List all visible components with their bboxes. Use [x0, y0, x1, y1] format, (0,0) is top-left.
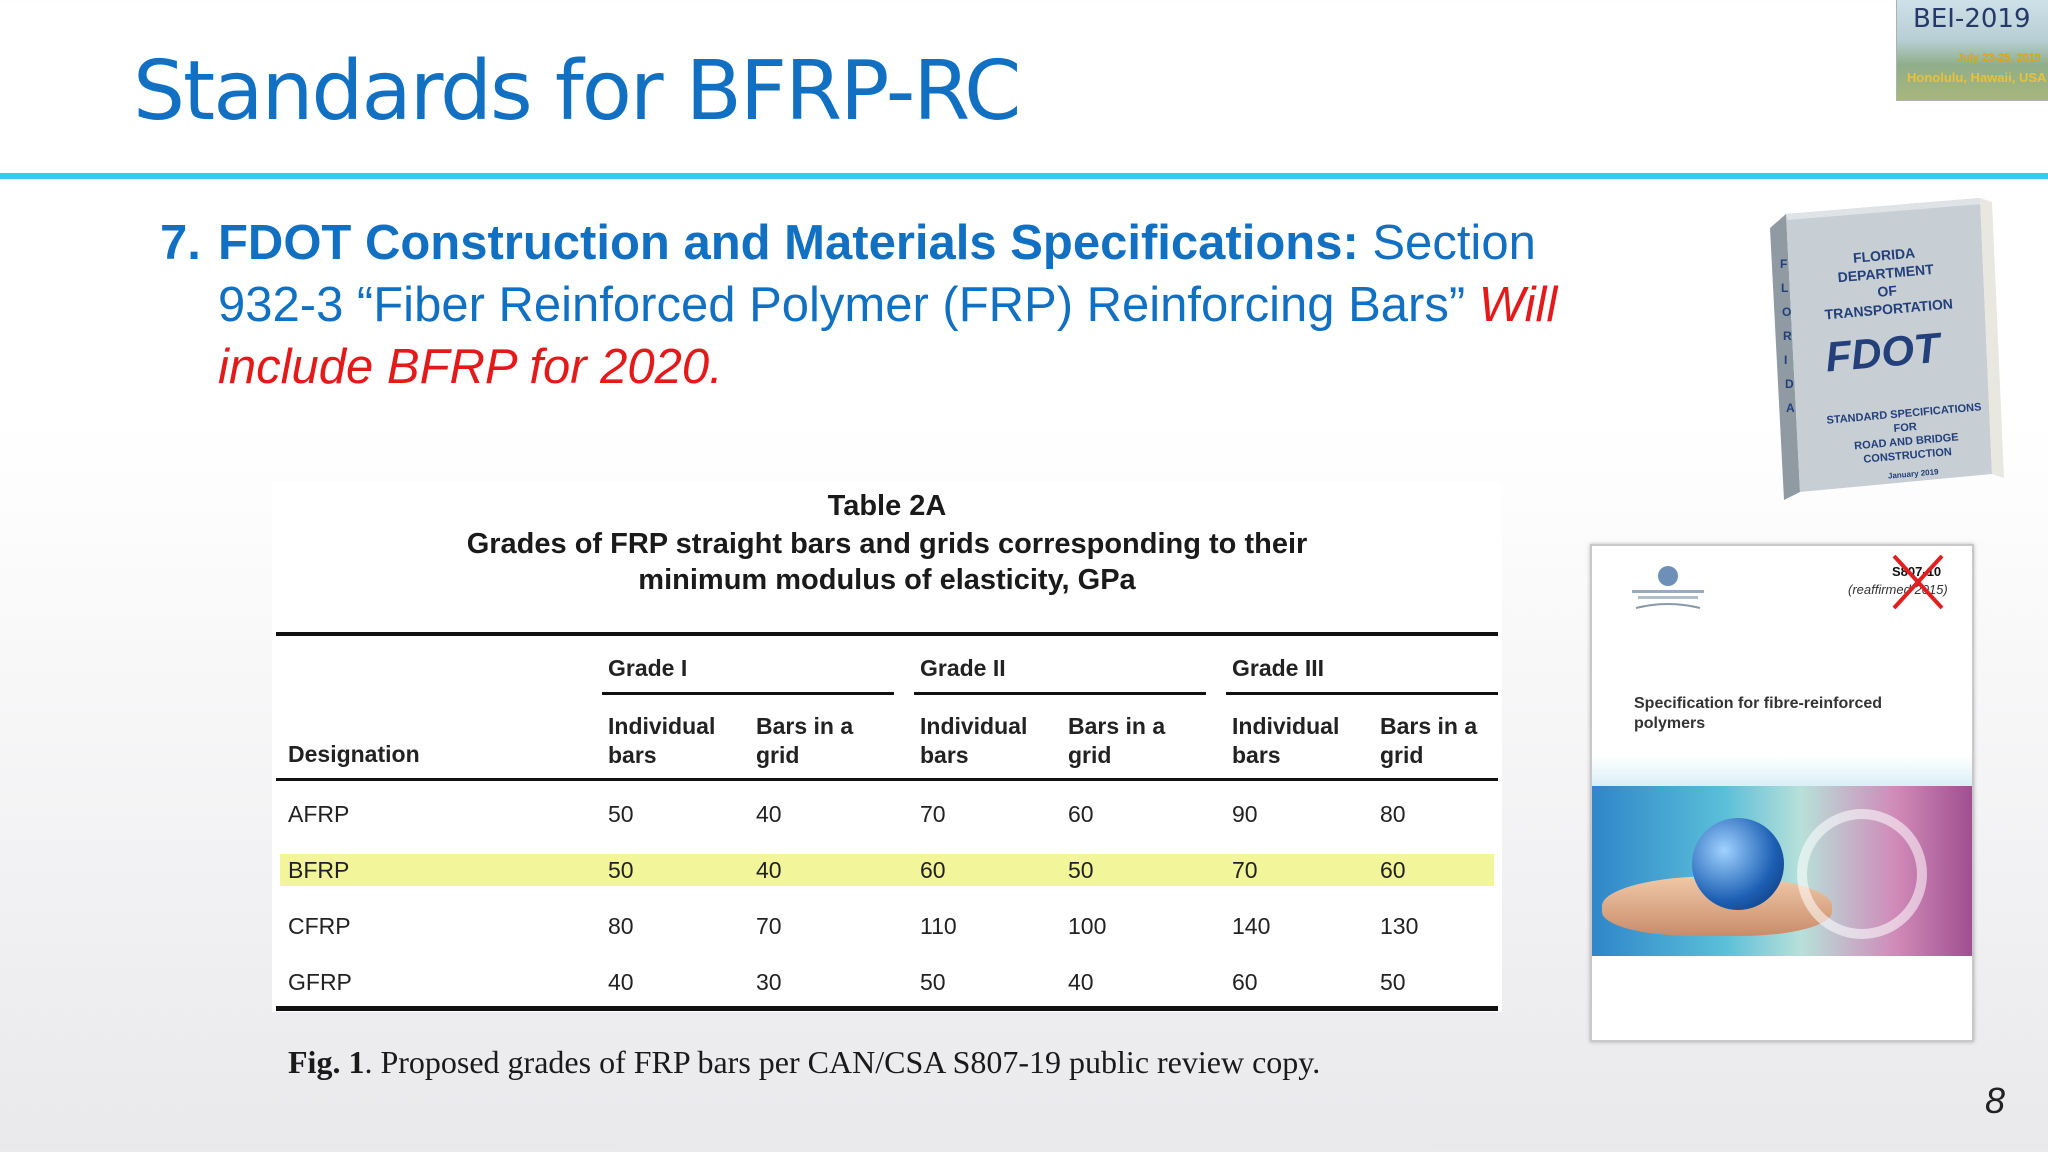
book-spine-letter-5: I: [1784, 353, 1787, 367]
row-value: 140: [1232, 913, 1271, 939]
sub-header: Individual bars: [608, 713, 716, 768]
csa-title: Specification for fibre-reinforced polym…: [1634, 695, 1883, 732]
book-spine-letter-7: A: [1786, 401, 1795, 415]
grade-rule: [602, 692, 894, 695]
highlighted-row-background: [280, 854, 1494, 886]
bullet-item: 7. FDOT Construction and Materials Speci…: [160, 212, 1630, 398]
book-spine-letter-6: D: [1785, 377, 1794, 391]
book-line6: FOR: [1893, 421, 1917, 435]
designation-header: Designation: [288, 741, 420, 767]
row-value: 80: [1380, 801, 1406, 827]
title-divider: [0, 173, 2048, 179]
bullet-emphasis: Will include BFRP for 2020.: [218, 278, 1558, 394]
badge-dates: July 23-25, 2019: [1957, 52, 2041, 64]
book-line3: OF: [1877, 282, 1898, 300]
row-designation: AFRP: [288, 801, 350, 827]
row-value: 60: [1232, 969, 1258, 995]
csa-logo-icon: [1632, 566, 1704, 609]
csa-standard-cover: S807-10 (reaffirmed 2015) Specification …: [1590, 544, 1974, 1042]
row-value: 50: [1380, 969, 1406, 995]
grade-header: Grade III: [1232, 655, 1325, 681]
row-value: 60: [920, 857, 946, 883]
globe-icon: [1692, 818, 1784, 910]
sub-header: Bars in a grid: [756, 713, 854, 768]
grade-header: Grade II: [920, 655, 1006, 681]
figure-label: Fig. 1: [288, 1044, 365, 1080]
row-value: 50: [608, 801, 634, 827]
grade-header: Grade I: [608, 655, 688, 681]
crossed-out-icon: [1892, 554, 1944, 610]
grade-rule: [1226, 692, 1498, 695]
frp-grades-table: Table 2A Grades of FRP straight bars and…: [272, 482, 1502, 1012]
row-value: 40: [756, 857, 782, 883]
row-value: 70: [1232, 857, 1258, 883]
badge-location: Honolulu, Hawaii, USA: [1907, 70, 2047, 85]
table-top-rule: [276, 632, 1498, 636]
book-spine-letter-3: O: [1782, 305, 1791, 319]
bullet-body: FDOT Construction and Materials Specific…: [218, 212, 1630, 398]
row-value: 60: [1380, 857, 1406, 883]
grade-rule: [914, 692, 1206, 695]
table-bottom-rule: [276, 1006, 1498, 1011]
bullet-bold-text: FDOT Construction and Materials Specific…: [218, 216, 1359, 270]
book-spine-letter-4: R: [1783, 329, 1792, 343]
header-rule: [276, 778, 1498, 781]
badge-title: BEI-2019: [1913, 4, 2031, 34]
slide-title: Standards for BFRP-RC: [133, 44, 1021, 139]
bullet-text: Section 932-3 “Fiber Reinforced Polymer …: [218, 216, 1536, 332]
row-value: 90: [1232, 801, 1258, 827]
row-value: 60: [1068, 801, 1094, 827]
row-value: 50: [608, 857, 634, 883]
book-spine-letter-2: L: [1781, 281, 1788, 295]
row-designation: BFRP: [288, 857, 350, 883]
conference-badge: BEI-2019 July 23-25, 2019 Honolulu, Hawa…: [1896, 0, 2048, 101]
row-designation: CFRP: [288, 913, 351, 939]
table-caption-line2: Grades of FRP straight bars and grids co…: [466, 528, 1308, 560]
row-value: 130: [1380, 913, 1419, 939]
row-value: 40: [756, 801, 782, 827]
figure-caption-text: . Proposed grades of FRP bars per CAN/CS…: [364, 1044, 1321, 1080]
row-value: 40: [1068, 969, 1094, 995]
figure-caption: Fig. 1. Proposed grades of FRP bars per …: [288, 1044, 1320, 1081]
table-title: Table 2A: [827, 490, 947, 522]
csa-watermark-icon: [1797, 809, 1927, 939]
row-value: 100: [1068, 913, 1107, 939]
book-spine-letter-1: F: [1780, 257, 1787, 271]
sub-header: Individual bars: [1232, 713, 1340, 768]
sub-header: Bars in a grid: [1068, 713, 1166, 768]
sub-header: Bars in a grid: [1380, 713, 1478, 768]
row-value: 30: [756, 969, 782, 995]
fdot-logo: FDOT: [1824, 323, 1945, 380]
bullet-number: 7.: [160, 216, 201, 270]
sub-header: Individual bars: [920, 713, 1028, 768]
row-value: 110: [920, 913, 957, 939]
book-line9: January 2019: [1888, 467, 1940, 480]
row-value: 40: [608, 969, 634, 995]
row-value: 80: [608, 913, 634, 939]
page-number: 8: [1985, 1080, 2006, 1121]
row-value: 70: [920, 801, 946, 827]
table-caption-line3: minimum modulus of elasticity, GPa: [638, 564, 1136, 596]
row-value: 50: [920, 969, 946, 995]
row-designation: GFRP: [288, 969, 352, 995]
book-line1: FLORIDA: [1852, 244, 1915, 265]
row-value: 50: [1068, 857, 1094, 883]
fdot-specification-book: F L O R I D A FLORIDA DEPARTMENT OF TRAN…: [1770, 198, 2004, 500]
row-value: 70: [756, 913, 782, 939]
